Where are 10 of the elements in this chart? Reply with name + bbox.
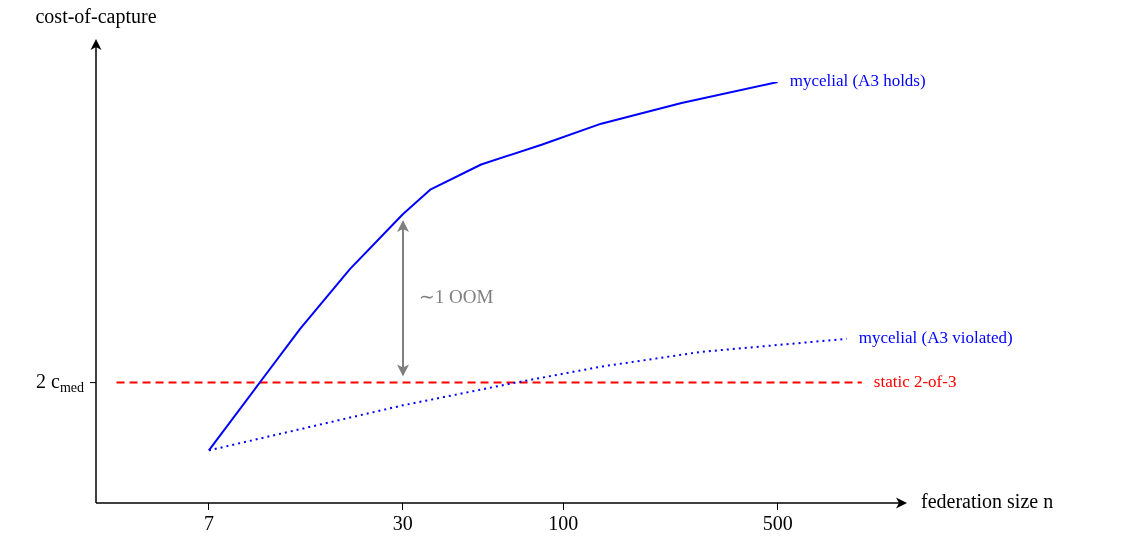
- x-tick-label: 7: [203, 512, 214, 535]
- series-label: mycelial (A3 violated): [858, 328, 1013, 348]
- y-axis-title: cost-of-capture: [35, 5, 157, 29]
- x-tick-label: 100: [548, 512, 579, 535]
- series-label: mycelial (A3 holds): [789, 71, 926, 91]
- x-tick-label: 500: [762, 512, 793, 535]
- x-axis-title: federation size n: [921, 490, 1054, 513]
- x-tick-label: 30: [392, 512, 413, 535]
- series-label: static 2-of-3: [873, 372, 957, 392]
- annotation: ∼1 OOM: [418, 286, 494, 308]
